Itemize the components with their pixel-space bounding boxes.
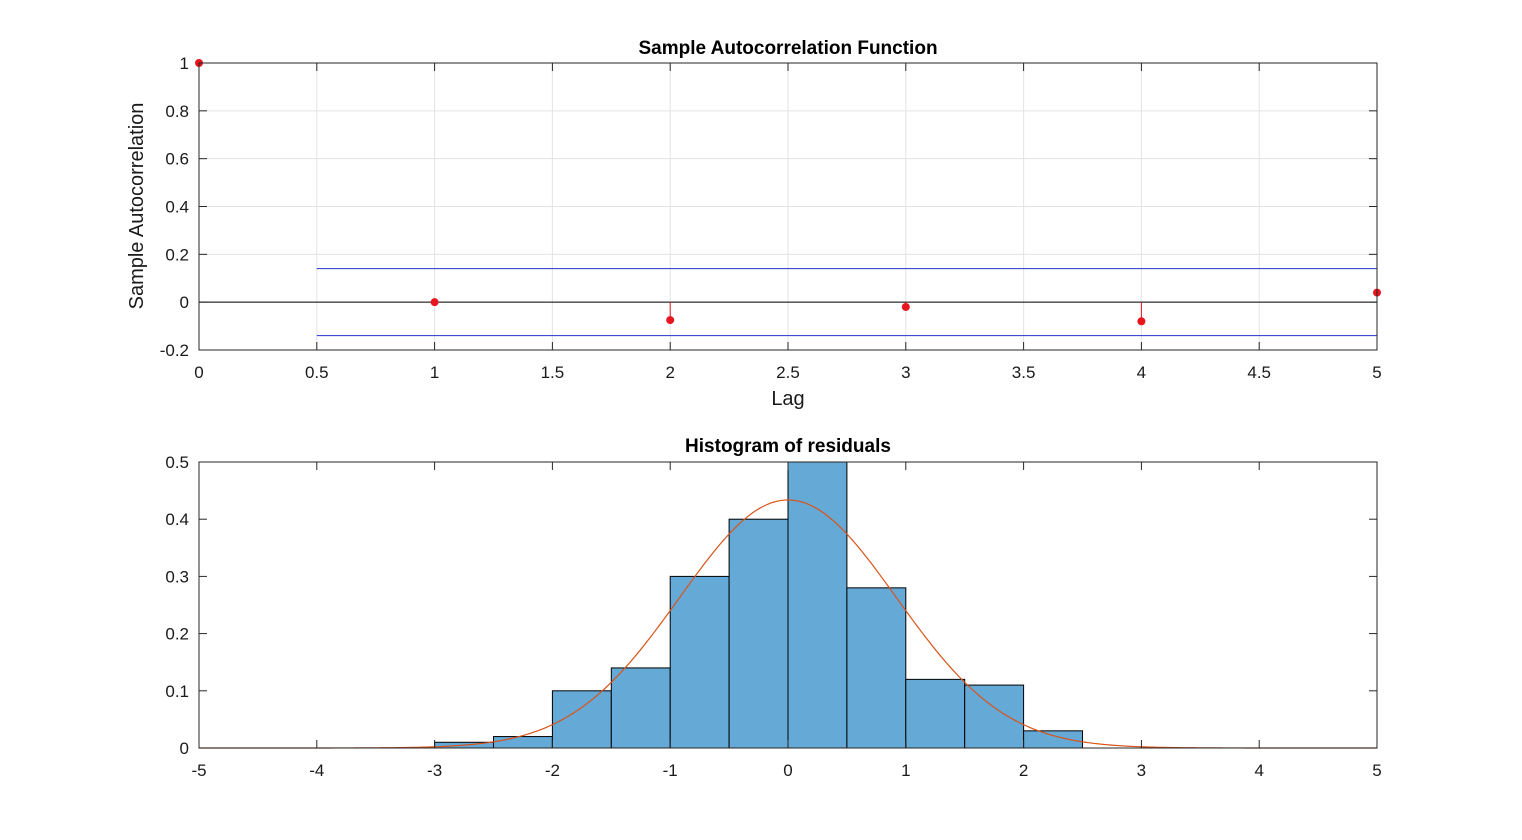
histogram-xtick-label: 0 (783, 761, 792, 780)
acf-xtick-label: 4.5 (1247, 363, 1271, 382)
acf-confidence-bounds (199, 268, 1377, 337)
histogram-xtick-label: 5 (1372, 761, 1381, 780)
acf-stem-marker (430, 298, 439, 307)
acf-ylabel: Sample Autocorrelation (126, 103, 148, 310)
histogram-bar (846, 587, 907, 749)
histogram-bar (610, 667, 671, 749)
histogram-plot: -5 -4 -3 -2 -1 0 1 2 3 4 5 0 0.1 0.2 0.3 0.4 0.5 Histogr… (165, 436, 1381, 780)
histogram-ticks: -5 -4 -3 -2 -1 0 1 2 3 4 5 0 0.1 0.2 0.3 0.4 0.5 (165, 453, 1381, 780)
acf-ticks: 0 0.5 1 1.5 2 2.5 3 3.5 4 4.5 5 -0.2 0 0.2 0.4 0.6 0.8 1 (160, 54, 1382, 382)
acf-ytick-label: 0.2 (165, 245, 189, 264)
acf-xtick-label: 3 (901, 363, 910, 382)
acf-xtick-label: 1.5 (541, 363, 565, 382)
acf-stem-marker (901, 302, 910, 311)
acf-ytick-label: -0.2 (160, 341, 189, 360)
histogram-xtick-label: 4 (1254, 761, 1263, 780)
acf-xlabel: Lag (771, 388, 804, 410)
acf-xtick-label: 2.5 (776, 363, 800, 382)
histogram-xtick-label: 2 (1019, 761, 1028, 780)
histogram-xtick-label: 1 (901, 761, 910, 780)
acf-plot: 0 0.5 1 1.5 2 2.5 3 3.5 4 4.5 5-0.200.20.40.60.81 … (126, 38, 1382, 410)
acf-xtick-label: 0 (194, 363, 203, 382)
histogram-title: Histogram of residuals (685, 436, 891, 457)
acf-ytick-label: 0.6 (165, 150, 189, 169)
acf-ytick-label: 0.4 (165, 198, 189, 217)
acf-ytick-label: 1 (180, 54, 189, 73)
acf-xtick-label: 5 (1372, 363, 1381, 382)
histogram-bar (669, 575, 730, 749)
histogram-xtick-label: -3 (427, 761, 442, 780)
histogram-xtick-label: -5 (191, 761, 206, 780)
acf-xtick-label: 4 (1137, 363, 1146, 382)
acf-stem-marker (666, 316, 675, 325)
histogram-bars (434, 461, 1083, 749)
histogram-ytick-label: 0.1 (165, 682, 189, 701)
histogram-xtick-label: 3 (1137, 761, 1146, 780)
histogram-bar (905, 678, 966, 749)
histogram-ytick-label: 0 (180, 739, 189, 758)
histogram-bar (964, 684, 1025, 749)
histogram-bar (1023, 730, 1083, 749)
acf-xtick-label: 0.5 (305, 363, 329, 382)
acf-xtick-label: 1 (430, 363, 439, 382)
histogram-xtick-label: -2 (545, 761, 560, 780)
histogram-ytick-label: 0.3 (165, 567, 189, 586)
acf-stem-marker (1137, 317, 1146, 326)
acf-xtick-label: 3.5 (1012, 363, 1036, 382)
histogram-bar (787, 461, 848, 749)
histogram-xtick-label: -1 (663, 761, 678, 780)
histogram-ytick-label: 0.4 (165, 510, 189, 529)
histogram-xtick-label: -4 (309, 761, 324, 780)
histogram-ytick-label: 0.2 (165, 625, 189, 644)
histogram-bar (728, 518, 789, 749)
histogram-bar (551, 690, 612, 749)
acf-ytick-label: 0.8 (165, 102, 189, 121)
acf-title: Sample Autocorrelation Function (638, 38, 937, 59)
histogram-ytick-label: 0.5 (165, 453, 189, 472)
histogram-bar (493, 736, 553, 749)
acf-ytick-label: 0 (180, 293, 189, 312)
acf-xtick-label: 2 (665, 363, 674, 382)
